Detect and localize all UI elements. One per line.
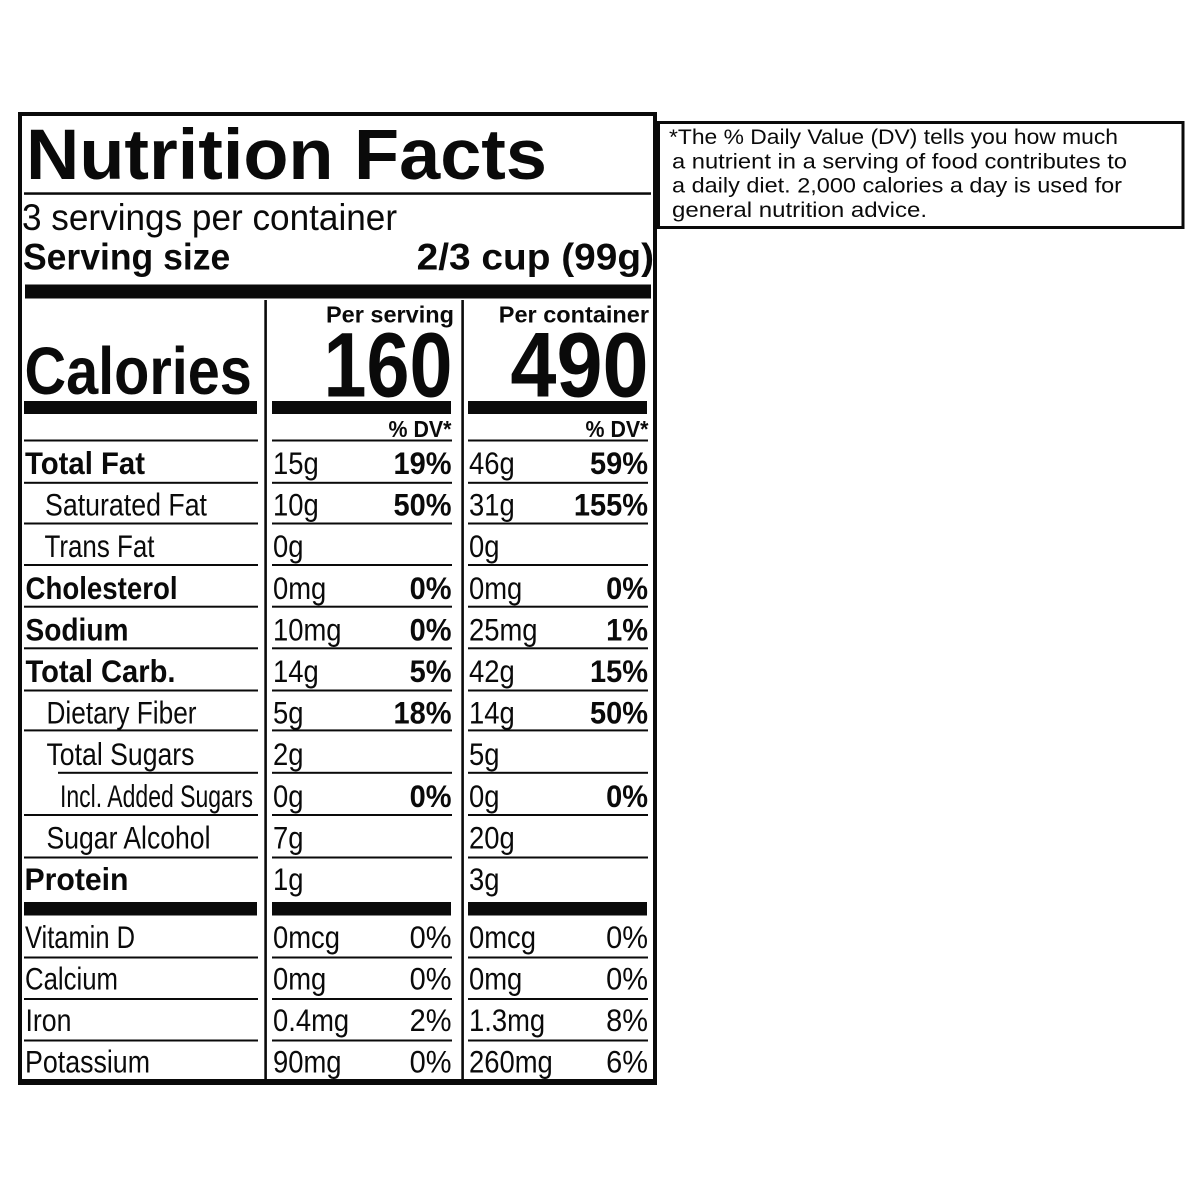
svg-text:Dietary Fiber: Dietary Fiber	[47, 695, 197, 731]
svg-text:0%: 0%	[410, 962, 452, 996]
svg-text:Trans Fat: Trans Fat	[45, 528, 155, 564]
svg-text:3 servings per container: 3 servings per container	[22, 196, 397, 238]
svg-text:0mg: 0mg	[469, 962, 522, 997]
svg-text:0g: 0g	[273, 779, 303, 814]
svg-text:19%: 19%	[394, 447, 452, 481]
svg-text:Protein: Protein	[25, 861, 129, 897]
svg-text:10g: 10g	[273, 488, 319, 523]
svg-text:31g: 31g	[469, 488, 515, 523]
svg-text:Iron: Iron	[26, 1002, 72, 1038]
svg-text:0mcg: 0mcg	[273, 920, 340, 955]
svg-text:Serving size: Serving size	[23, 236, 230, 278]
svg-text:0mg: 0mg	[273, 962, 326, 997]
svg-text:0mg: 0mg	[469, 571, 522, 606]
svg-text:Per serving: Per serving	[326, 301, 454, 327]
svg-text:3g: 3g	[469, 862, 499, 897]
svg-text:0%: 0%	[606, 962, 648, 996]
svg-text:0%: 0%	[606, 572, 648, 606]
svg-text:Total Carb.: Total Carb.	[26, 653, 176, 689]
svg-text:0%: 0%	[410, 1045, 452, 1079]
svg-text:% DV*: % DV*	[586, 416, 649, 442]
svg-text:Potassium: Potassium	[25, 1044, 150, 1080]
svg-text:5g: 5g	[273, 696, 303, 731]
svg-text:0g: 0g	[273, 529, 303, 564]
svg-text:Incl. Added Sugars: Incl. Added Sugars	[60, 778, 253, 814]
svg-text:10mg: 10mg	[273, 613, 342, 648]
svg-text:15g: 15g	[273, 446, 319, 481]
svg-text:0%: 0%	[410, 572, 452, 606]
svg-text:Vitamin D: Vitamin D	[25, 919, 135, 955]
svg-text:5g: 5g	[469, 737, 499, 772]
svg-text:0mcg: 0mcg	[469, 920, 536, 955]
svg-text:6%: 6%	[606, 1045, 648, 1079]
svg-text:14g: 14g	[469, 696, 515, 731]
svg-text:Sugar Alcohol: Sugar Alcohol	[47, 819, 211, 855]
svg-text:1%: 1%	[606, 613, 648, 647]
svg-text:5%: 5%	[410, 655, 452, 689]
svg-text:1.3mg: 1.3mg	[469, 1003, 545, 1038]
svg-text:160: 160	[324, 314, 453, 417]
svg-text:7g: 7g	[273, 821, 303, 856]
svg-text:260mg: 260mg	[469, 1045, 553, 1080]
svg-text:25mg: 25mg	[469, 613, 538, 648]
svg-text:155%: 155%	[574, 489, 648, 523]
svg-text:42g: 42g	[469, 654, 515, 689]
svg-text:1g: 1g	[273, 862, 303, 897]
svg-text:Calories: Calories	[25, 334, 252, 409]
svg-text:a daily diet. 2,000 calories a: a daily diet. 2,000 calories a day is us…	[672, 174, 1122, 198]
svg-text:Cholesterol: Cholesterol	[26, 570, 178, 606]
svg-text:0%: 0%	[410, 613, 452, 647]
svg-text:Total Sugars: Total Sugars	[47, 736, 195, 772]
svg-text:0mg: 0mg	[273, 571, 326, 606]
svg-text:% DV*: % DV*	[389, 416, 452, 442]
svg-text:Nutrition Facts: Nutrition Facts	[26, 115, 547, 194]
svg-text:46g: 46g	[469, 446, 515, 481]
svg-text:8%: 8%	[606, 1004, 648, 1038]
svg-text:Calcium: Calcium	[25, 961, 118, 997]
svg-text:2/3 cup (99g): 2/3 cup (99g)	[417, 237, 654, 278]
svg-text:0g: 0g	[469, 529, 499, 564]
svg-text:20g: 20g	[469, 821, 515, 856]
svg-text:90mg: 90mg	[273, 1045, 342, 1080]
svg-text:general nutrition advice.: general nutrition advice.	[672, 198, 927, 222]
svg-text:Saturated Fat: Saturated Fat	[45, 487, 207, 523]
svg-text:50%: 50%	[394, 489, 452, 523]
svg-text:Sodium: Sodium	[26, 611, 129, 647]
svg-text:0%: 0%	[606, 921, 648, 955]
svg-text:2%: 2%	[410, 1004, 452, 1038]
svg-text:15%: 15%	[590, 655, 648, 689]
svg-text:0.4mg: 0.4mg	[273, 1003, 349, 1038]
svg-text:0%: 0%	[410, 921, 452, 955]
svg-text:0g: 0g	[469, 779, 499, 814]
svg-text:2g: 2g	[273, 737, 303, 772]
svg-text:18%: 18%	[394, 697, 452, 731]
svg-text:50%: 50%	[590, 697, 648, 731]
svg-text:Per container: Per container	[499, 301, 649, 327]
svg-text:*The % Daily Value (DV) tells: *The % Daily Value (DV) tells you how mu…	[669, 125, 1118, 149]
svg-text:Total Fat: Total Fat	[25, 445, 145, 481]
svg-text:490: 490	[510, 313, 648, 416]
svg-text:59%: 59%	[590, 447, 648, 481]
svg-text:0%: 0%	[410, 780, 452, 814]
svg-text:0%: 0%	[606, 780, 648, 814]
svg-text:14g: 14g	[273, 654, 319, 689]
svg-text:a nutrient in a serving of foo: a nutrient in a serving of food contribu…	[672, 149, 1127, 173]
